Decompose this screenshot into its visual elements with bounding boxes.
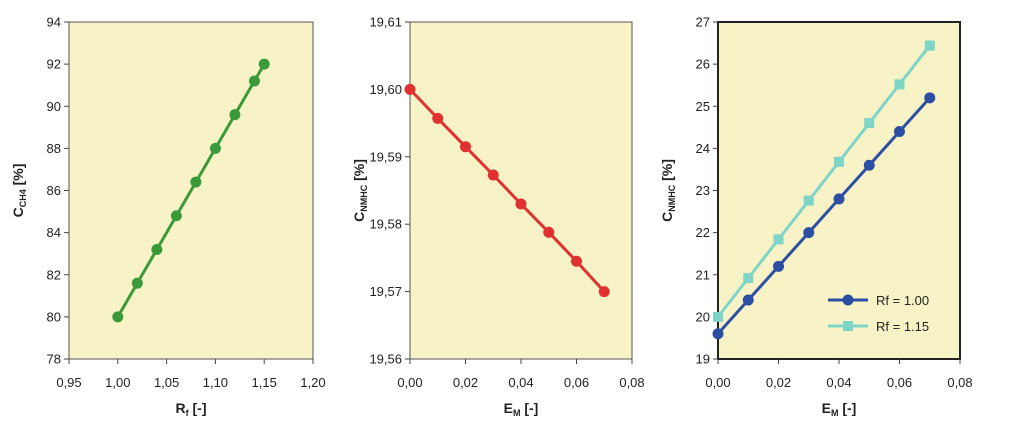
chart-3-series-1-point xyxy=(894,126,905,138)
chart-1-series-1-point xyxy=(131,277,143,289)
chart-1-x-axis-label: Rf [-] xyxy=(175,400,206,418)
chart-3: 19 20 21 22 23 24 25 26 27 0,00 0,02 0,04 0,06 0,08 EM… xyxy=(659,15,973,419)
chart-3-y-tick-label: 21 xyxy=(696,267,710,282)
chart-3-series-1-point xyxy=(742,294,754,306)
chart-1-y-tick-label: 90 xyxy=(47,99,61,114)
chart-2-series-1-point xyxy=(432,112,444,124)
chart-2-series-1-point xyxy=(404,83,416,95)
chart-1-y-axis-label: CCH4 [%] xyxy=(10,164,28,218)
chart-1-y-tick-label: 92 xyxy=(47,57,61,72)
chart-2-series-1-point xyxy=(460,141,471,153)
chart-2: 19,56 19,57 19,58 19,59 19,60 19,61 0,00 0,02 0,… xyxy=(351,15,645,419)
chart-1-x-tick-label: 1,00 xyxy=(105,375,130,390)
chart-2-y-tick-label: 19,57 xyxy=(369,284,402,299)
chart-1-series-1-point xyxy=(151,243,163,255)
chart-1: 78 80 82 84 86 88 90 92 94 0,95 1,00 1,05 1,10 1,15 1,… xyxy=(10,15,326,419)
chart-3-series-2-line xyxy=(716,44,931,318)
chart-2-y-tick-label: 19,60 xyxy=(369,82,402,97)
chart-1-x-tick-label: 0,95 xyxy=(56,375,81,390)
chart-3-x-tick-label: 0,08 xyxy=(947,375,972,390)
chart-2-series-1-point xyxy=(543,226,555,238)
chart-1-x-tick-label: 1,15 xyxy=(252,375,277,390)
chart-3-y-tick-label: 25 xyxy=(696,99,710,114)
legend-background xyxy=(818,288,956,350)
chart-3-series-2-point xyxy=(803,195,814,206)
chart-3-series-1-point xyxy=(803,227,815,239)
chart-1-x-tick-label: 1,20 xyxy=(300,375,325,390)
chart-1-y-tick-label: 88 xyxy=(47,141,61,156)
chart-3-y-tick-label: 23 xyxy=(696,183,710,198)
chart-1-x-tick-label: 1,05 xyxy=(154,375,179,390)
chart-2-x-tick-label: 0,04 xyxy=(508,375,533,390)
legend-marker xyxy=(843,321,853,331)
legend-marker xyxy=(842,294,854,306)
chart-2-y-tick-label: 19,56 xyxy=(369,352,402,367)
chart-1-series-1-point xyxy=(229,109,241,121)
chart-3-series-2-point xyxy=(894,79,905,90)
chart-1-y-tick-label: 86 xyxy=(47,183,61,198)
chart-3-series-1-point xyxy=(863,159,875,171)
chart-3-series-1-point xyxy=(712,328,724,340)
chart-3-x-axis-label: EM [-] xyxy=(822,400,857,418)
chart-1-series-1-point xyxy=(190,176,202,188)
chart-1-series-1-point xyxy=(112,311,124,323)
chart-1-series-1-point xyxy=(248,75,260,87)
chart-3-x-tick-label: 0,00 xyxy=(705,375,730,390)
chart-3-x-tick-label: 0,06 xyxy=(887,375,912,390)
chart-3-series-1-line xyxy=(716,96,931,335)
chart-2-y-tick-label: 19,58 xyxy=(369,217,402,232)
chart-3-y-tick-label: 20 xyxy=(696,309,710,324)
chart-3-y-tick-label: 22 xyxy=(696,225,710,240)
chart-2-x-tick-label: 0,00 xyxy=(397,375,422,390)
chart-3-series-2-point xyxy=(743,273,754,284)
chart-3-series-2-point xyxy=(713,311,723,322)
chart-1-y-tick-label: 78 xyxy=(47,352,61,367)
chart-3-legend: Rf = 1.00 Rf = 1.15 xyxy=(818,288,956,350)
chart-2-series-1-point xyxy=(487,169,499,181)
chart-3-series-2-point xyxy=(834,156,844,167)
chart-2-series-1-point xyxy=(598,286,610,298)
chart-1-series-1-point xyxy=(170,210,182,222)
chart-3-series-2-point xyxy=(924,40,935,51)
chart-3-x-tick-label: 0,02 xyxy=(766,375,791,390)
chart-3-x-tick-label: 0,04 xyxy=(826,375,851,390)
chart-2-plot-area xyxy=(409,21,633,360)
chart-2-y-axis-label: CNMHC [%] xyxy=(351,159,369,222)
chart-3-y-tick-label: 24 xyxy=(696,141,710,156)
chart-3-series-2-point xyxy=(864,118,875,129)
chart-3-series-1-point xyxy=(833,193,845,205)
chart-2-x-tick-label: 0,06 xyxy=(564,375,589,390)
chart-2-x-tick-label: 0,02 xyxy=(453,375,478,390)
chart-3-y-axis-label: CNMHC [%] xyxy=(659,159,677,222)
chart-2-series-1-point xyxy=(515,198,527,210)
chart-1-x-tick-label: 1,10 xyxy=(203,375,228,390)
chart-2-x-tick-label: 0,08 xyxy=(619,375,644,390)
chart-3-y-tick-label: 19 xyxy=(696,352,710,367)
chart-3-series-2-point xyxy=(773,234,784,245)
chart-1-y-tick-label: 94 xyxy=(47,15,61,30)
chart-3-series-1-point xyxy=(924,92,936,104)
chart-2-y-tick-label: 19,59 xyxy=(369,149,402,164)
chart-1-series-1-point xyxy=(258,58,270,70)
chart-1-y-tick-label: 82 xyxy=(47,267,61,282)
chart-2-x-axis-label: EM [-] xyxy=(504,400,539,418)
chart-1-y-tick-label: 80 xyxy=(47,309,61,324)
chart-3-y-tick-label: 27 xyxy=(696,15,710,30)
chart-3-y-tick-label: 26 xyxy=(696,57,710,72)
chart-2-series-1-point xyxy=(571,255,582,267)
chart-1-series-1-point xyxy=(209,142,221,154)
legend-label: Rf = 1.15 xyxy=(876,319,929,334)
legend-label: Rf = 1.00 xyxy=(876,293,929,308)
chart-2-series-1-line xyxy=(408,88,606,293)
chart-1-y-tick-label: 84 xyxy=(47,225,61,240)
chart-2-y-tick-label: 19,61 xyxy=(369,15,402,30)
chart-3-series-1-point xyxy=(773,260,784,272)
